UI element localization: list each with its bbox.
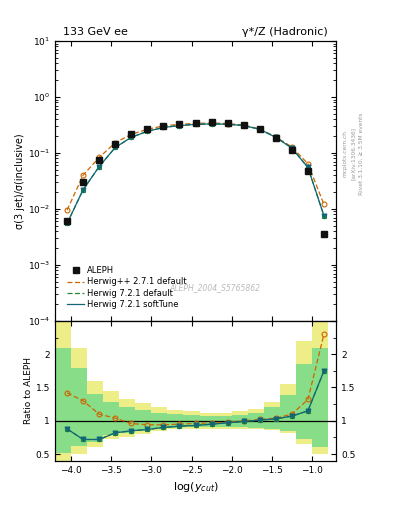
ALEPH [241, 122, 246, 128]
Herwig 7.2.1 default [129, 134, 134, 140]
Herwig++ 2.7.1 default [274, 134, 278, 140]
Herwig++ 2.7.1 default [257, 126, 262, 132]
X-axis label: log($y_{cut}$): log($y_{cut}$) [173, 480, 219, 494]
Herwig 7.2.1 softTune [161, 124, 166, 131]
Herwig 7.2.1 softTune [321, 213, 326, 219]
Herwig 7.2.1 default [274, 134, 278, 140]
ALEPH [225, 120, 230, 126]
Herwig 7.2.1 default [145, 129, 150, 135]
Herwig 7.2.1 softTune [193, 121, 198, 127]
Herwig 7.2.1 softTune [306, 164, 310, 170]
ALEPH [161, 123, 166, 129]
Herwig++ 2.7.1 default [306, 161, 310, 167]
ALEPH [193, 120, 198, 126]
Herwig 7.2.1 softTune [290, 145, 294, 151]
Herwig 7.2.1 default [306, 164, 310, 170]
Herwig 7.2.1 softTune [257, 126, 262, 133]
Herwig 7.2.1 default [161, 124, 166, 131]
Herwig++ 2.7.1 default [145, 126, 150, 133]
Herwig++ 2.7.1 default [161, 123, 166, 129]
Herwig 7.2.1 default [290, 145, 294, 151]
Herwig 7.2.1 default [193, 121, 198, 127]
Herwig 7.2.1 softTune [65, 220, 70, 226]
Herwig++ 2.7.1 default [193, 120, 198, 126]
Y-axis label: Ratio to ALEPH: Ratio to ALEPH [24, 357, 33, 424]
Legend: ALEPH, Herwig++ 2.7.1 default, Herwig 7.2.1 default, Herwig 7.2.1 softTune: ALEPH, Herwig++ 2.7.1 default, Herwig 7.… [65, 264, 189, 311]
Herwig++ 2.7.1 default [177, 121, 182, 127]
ALEPH [209, 119, 214, 125]
Herwig 7.2.1 softTune [274, 134, 278, 140]
Herwig 7.2.1 softTune [97, 163, 101, 169]
Herwig 7.2.1 softTune [177, 122, 182, 129]
Herwig++ 2.7.1 default [209, 120, 214, 126]
Herwig 7.2.1 softTune [145, 129, 150, 135]
ALEPH [81, 179, 85, 185]
Y-axis label: σ(3 jet)/σ(inclusive): σ(3 jet)/σ(inclusive) [15, 133, 25, 229]
Herwig++ 2.7.1 default [97, 155, 101, 161]
Text: [arXiv:1306.3436]: [arXiv:1306.3436] [351, 127, 356, 180]
Herwig 7.2.1 default [97, 163, 101, 169]
Herwig 7.2.1 softTune [225, 121, 230, 127]
ALEPH [257, 126, 262, 132]
Text: mcplots.cern.ch: mcplots.cern.ch [343, 130, 348, 177]
Herwig 7.2.1 default [321, 213, 326, 219]
Herwig++ 2.7.1 default [81, 172, 85, 178]
Herwig 7.2.1 default [81, 187, 85, 193]
Herwig 7.2.1 default [257, 126, 262, 133]
ALEPH [177, 121, 182, 127]
Herwig++ 2.7.1 default [225, 120, 230, 126]
Herwig 7.2.1 default [209, 121, 214, 127]
ALEPH [145, 126, 150, 132]
Herwig 7.2.1 default [241, 122, 246, 129]
ALEPH [97, 157, 101, 163]
Text: Rivet 3.1.10, ≥ 3.5M events: Rivet 3.1.10, ≥ 3.5M events [359, 112, 364, 195]
Herwig++ 2.7.1 default [290, 144, 294, 150]
Herwig 7.2.1 default [225, 121, 230, 127]
Herwig 7.2.1 default [65, 220, 70, 226]
Herwig++ 2.7.1 default [65, 207, 70, 213]
Text: ALEPH_2004_S5765862: ALEPH_2004_S5765862 [170, 283, 261, 292]
Herwig 7.2.1 default [113, 144, 118, 151]
Herwig 7.2.1 default [177, 122, 182, 129]
Herwig 7.2.1 softTune [241, 122, 246, 129]
Text: γ*/Z (Hadronic): γ*/Z (Hadronic) [242, 27, 328, 37]
Herwig 7.2.1 softTune [81, 187, 85, 193]
ALEPH [321, 231, 326, 238]
Herwig 7.2.1 softTune [129, 134, 134, 140]
Herwig++ 2.7.1 default [113, 140, 118, 146]
Herwig 7.2.1 softTune [113, 144, 118, 151]
Herwig++ 2.7.1 default [241, 122, 246, 128]
Text: 133 GeV ee: 133 GeV ee [63, 27, 129, 37]
Line: Herwig 7.2.1 default: Herwig 7.2.1 default [67, 124, 324, 223]
Line: Herwig++ 2.7.1 default: Herwig++ 2.7.1 default [67, 123, 324, 210]
Herwig++ 2.7.1 default [129, 131, 134, 137]
ALEPH [129, 131, 134, 137]
ALEPH [113, 141, 118, 147]
ALEPH [306, 168, 310, 174]
ALEPH [65, 218, 70, 224]
Herwig++ 2.7.1 default [321, 201, 326, 207]
ALEPH [290, 146, 294, 153]
Line: Herwig 7.2.1 softTune: Herwig 7.2.1 softTune [67, 124, 324, 223]
Line: ALEPH: ALEPH [64, 119, 327, 238]
ALEPH [274, 135, 278, 141]
Herwig 7.2.1 softTune [209, 121, 214, 127]
